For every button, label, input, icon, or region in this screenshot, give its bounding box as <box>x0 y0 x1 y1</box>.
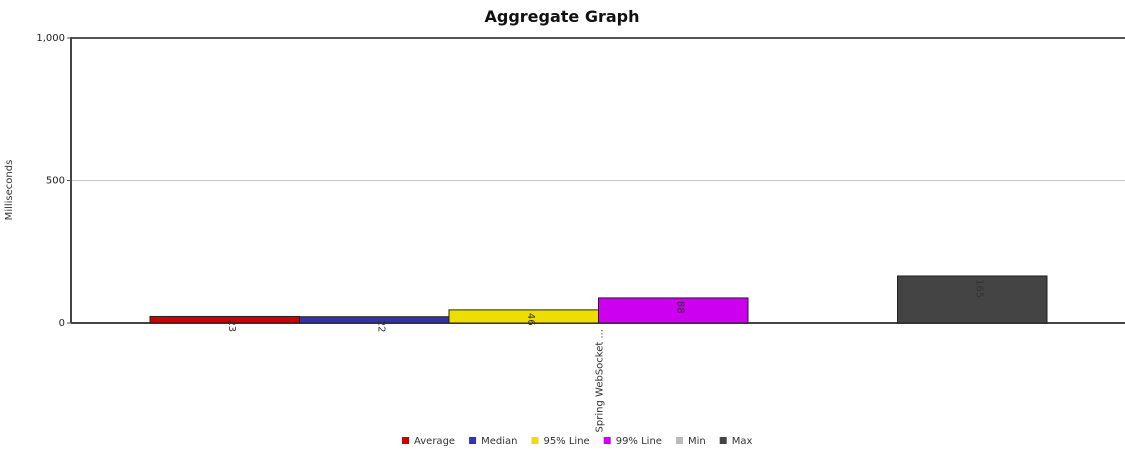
bar-max <box>897 275 1048 324</box>
bar-value-label: 88 <box>674 301 685 314</box>
bar-value-label: 22 <box>375 320 386 333</box>
bar-value-label: 23 <box>226 319 237 332</box>
legend-label: Median <box>481 436 517 447</box>
y-tick-label: 0 <box>59 318 65 329</box>
category-labels: Spring WebSocket ... <box>595 329 606 432</box>
bar-value-label: 46 <box>525 313 536 326</box>
legend-label: 99% Line <box>616 436 662 447</box>
bar-95-line <box>448 309 599 324</box>
legend-swatch <box>402 437 409 444</box>
legend-label: Min <box>688 436 706 447</box>
legend-label: 95% Line <box>543 436 589 447</box>
bar-value-label: 165 <box>973 279 984 298</box>
bars: 23 22 46 88 165 <box>149 275 1048 333</box>
legend: Average Median 95% Line 99% Line Min Max <box>402 436 752 447</box>
x-category-label: Spring WebSocket ... <box>595 329 606 432</box>
legend-swatch <box>469 437 477 444</box>
y-ticks: 0 500 1,000 <box>36 33 71 329</box>
legend-label: Average <box>414 436 455 447</box>
chart-title: Aggregate Graph <box>484 7 639 26</box>
bar-99-line <box>598 297 749 324</box>
legend-swatch <box>603 437 611 444</box>
y-tick-label: 1,000 <box>36 33 65 44</box>
legend-label: Max <box>732 436 753 447</box>
legend-swatch <box>675 437 683 444</box>
legend-swatch <box>531 437 539 444</box>
bar-median <box>299 316 450 324</box>
legend-swatch <box>719 437 727 444</box>
bar-average <box>149 315 300 324</box>
gridlines <box>71 37 1125 181</box>
y-axis-label: Milliseconds <box>4 160 15 221</box>
y-tick-label: 500 <box>46 176 65 187</box>
